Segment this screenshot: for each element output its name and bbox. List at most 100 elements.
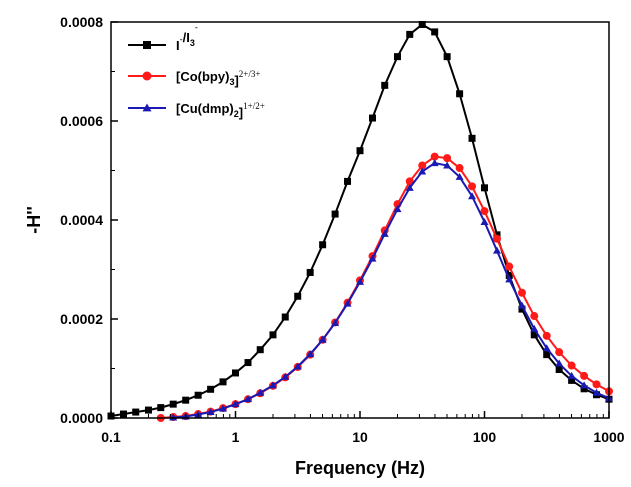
data-point-square <box>344 177 352 185</box>
data-point-square <box>518 305 526 313</box>
data-point-circle <box>468 182 477 191</box>
data-point-square <box>232 369 239 377</box>
data-point-square <box>269 331 277 339</box>
data-point-triangle <box>530 324 539 332</box>
legend-label-part: ] <box>239 105 243 120</box>
legend-label-part: - <box>180 34 183 44</box>
data-point-square <box>256 346 264 354</box>
data-point-circle <box>542 331 551 340</box>
data-point-circle <box>517 288 526 297</box>
axes-layer: 0.1 1 10 100 1000 0.0000 0.0002 0.0004 0.0006 0.0… <box>60 14 625 445</box>
data-point-circle <box>592 380 601 389</box>
legend: I-/I3-[Co(bpy)3]2+/3+[Cu(dmp)2]1+/2+ <box>128 22 265 120</box>
data-point-square <box>393 53 401 61</box>
legend-label-part: 3 <box>190 38 195 48</box>
y-tick-label: 0.0000 <box>60 410 103 426</box>
legend-label-part: 2 <box>234 109 239 119</box>
data-point-square <box>580 385 588 393</box>
data-point-triangle <box>169 413 178 421</box>
data-point-circle <box>430 152 439 161</box>
legend-label: [Co(bpy)3]2+/3+ <box>176 69 260 88</box>
data-point-triangle <box>555 359 564 367</box>
data-point-square <box>381 81 389 89</box>
data-point-circle <box>555 348 564 357</box>
data-point-square <box>132 408 140 416</box>
x-tick-label: 1000 <box>593 429 624 445</box>
legend-label-part: 1+/2+ <box>243 101 265 111</box>
data-point-triangle <box>231 400 240 408</box>
data-point-square <box>406 30 414 38</box>
data-point-triangle <box>268 381 277 389</box>
legend-entry-2: [Co(bpy)3]2+/3+ <box>128 69 260 88</box>
data-point-circle <box>418 161 427 170</box>
legend-label-part: [Co(bpy) <box>176 69 229 84</box>
legend-label-part: I <box>176 38 180 53</box>
data-point-triangle <box>505 275 514 283</box>
series-layer <box>107 20 613 422</box>
data-point-circle <box>580 371 589 380</box>
data-point-square <box>481 184 488 192</box>
data-point-square <box>568 376 576 384</box>
legend-label: I-/I3- <box>176 22 198 53</box>
data-point-triangle <box>142 103 152 112</box>
data-point-square <box>219 378 227 386</box>
data-point-square <box>331 210 339 218</box>
x-tick-label: 1 <box>232 429 240 445</box>
data-point-triangle <box>567 371 576 379</box>
data-point-triangle <box>492 246 501 254</box>
data-point-triangle <box>480 217 489 225</box>
data-point-triangle <box>256 388 265 396</box>
data-point-circle <box>142 71 152 81</box>
data-point-triangle <box>418 167 427 175</box>
data-point-circle <box>443 154 452 163</box>
data-point-square <box>555 365 563 373</box>
data-point-square <box>157 404 165 412</box>
x-axis-title: Frequency (Hz) <box>295 458 425 478</box>
legend-label-part: - <box>195 22 198 32</box>
data-point-circle <box>492 234 501 243</box>
data-point-triangle <box>281 372 290 380</box>
data-point-square <box>143 41 151 49</box>
data-point-square <box>182 396 190 404</box>
data-point-triangle <box>293 362 302 370</box>
legend-label-part: 3 <box>229 77 234 87</box>
data-point-triangle <box>580 381 589 389</box>
data-point-triangle <box>405 183 414 191</box>
legend-label-part: ] <box>234 73 238 88</box>
data-point-circle <box>505 262 514 271</box>
data-point-triangle <box>455 172 464 180</box>
data-point-triangle <box>380 229 389 237</box>
data-point-triangle <box>206 408 215 416</box>
data-point-triangle <box>356 277 364 285</box>
data-point-square <box>319 241 327 249</box>
data-point-triangle <box>443 161 452 169</box>
data-point-square <box>294 292 302 300</box>
data-point-square <box>144 406 152 414</box>
data-point-circle <box>455 164 464 173</box>
data-point-triangle <box>343 299 352 307</box>
data-point-square <box>368 114 376 122</box>
data-point-triangle <box>592 388 601 396</box>
y-tick-label: 0.0004 <box>60 212 103 228</box>
data-point-triangle <box>243 395 252 403</box>
legend-label-part: /I <box>183 30 190 45</box>
y-tick-label: 0.0002 <box>60 311 103 327</box>
data-point-square <box>468 134 476 142</box>
data-point-square <box>530 331 538 339</box>
data-point-circle <box>480 207 489 216</box>
y-tick-label: 0.0008 <box>60 14 103 30</box>
data-point-triangle <box>331 318 340 326</box>
data-point-square <box>244 359 252 367</box>
x-tick-label: 0.1 <box>101 429 121 445</box>
data-point-square <box>431 28 439 36</box>
legend-entry-1: I-/I3- <box>128 22 198 53</box>
x-tick-label: 10 <box>352 429 368 445</box>
legend-label: [Cu(dmp)2]1+/2+ <box>176 101 265 120</box>
data-point-square <box>418 20 426 28</box>
x-tick-label: 100 <box>473 429 497 445</box>
data-point-triangle <box>517 301 526 309</box>
data-point-triangle <box>306 350 315 358</box>
data-point-square <box>443 53 451 61</box>
